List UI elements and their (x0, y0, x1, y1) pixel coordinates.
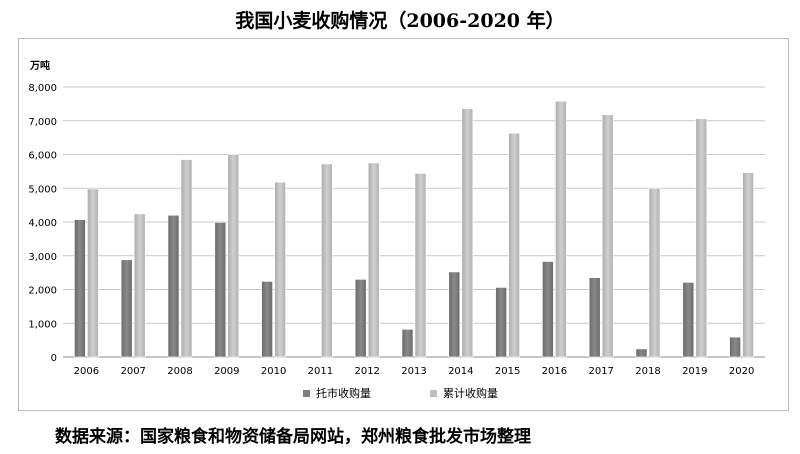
x-tick-label: 2013 (401, 366, 426, 377)
x-tick-label: 2008 (167, 366, 192, 377)
bar-leiji-2012 (367, 162, 380, 358)
bar-tuoshi-2017 (588, 277, 601, 358)
y-tick-label: 2,000 (28, 286, 57, 297)
bar-tuoshi-2013 (401, 329, 414, 358)
bar-leiji-2008 (180, 159, 193, 358)
bar-leiji-2017 (601, 114, 614, 358)
bar-tuoshi-2006 (74, 219, 86, 358)
x-tick-label: 2016 (542, 366, 567, 377)
y-tick-label: 3,000 (28, 252, 57, 263)
bar-tuoshi-2016 (542, 261, 554, 358)
y-tick-label: 7,000 (28, 117, 57, 128)
bar-tuoshi-2010 (261, 281, 273, 358)
bar-leiji-2007 (133, 213, 146, 358)
legend-swatch (430, 390, 437, 397)
legend-label: 累计收购量 (443, 386, 498, 400)
x-tick-label: 2018 (635, 366, 660, 377)
bar-leiji-2015 (508, 132, 520, 358)
y-tick-label: 5,000 (28, 184, 57, 195)
bar-tuoshi-2020 (729, 336, 741, 358)
x-tick-label: 2019 (682, 366, 707, 377)
y-axis-unit-label: 万吨 (29, 59, 50, 72)
bar-tuoshi-2019 (682, 282, 695, 358)
bar-leiji-2006 (87, 188, 99, 358)
x-tick-label: 2010 (261, 366, 286, 377)
x-tick-label: 2017 (588, 366, 613, 377)
x-tick-label: 2020 (729, 366, 754, 377)
y-tick-label: 8,000 (28, 83, 57, 94)
bar-tuoshi-2009 (214, 222, 227, 358)
y-tick-label: 6,000 (28, 151, 57, 162)
bar-tuoshi-2018 (635, 348, 648, 358)
bar-tuoshi-2008 (167, 214, 180, 358)
bar-leiji-2009 (227, 154, 240, 358)
bar-tuoshi-2012 (354, 279, 367, 358)
source-note: 数据来源：国家粮食和物资储备局网站，郑州粮食批发市场整理 (55, 427, 531, 447)
bar-tuoshi-2014 (448, 271, 461, 358)
bar-leiji-2019 (695, 118, 708, 358)
x-tick-label: 2011 (308, 366, 333, 377)
bar-leiji-2010 (274, 181, 286, 358)
legend-label: 托市收购量 (316, 386, 371, 400)
bar-leiji-2018 (648, 187, 661, 358)
y-tick-label: 4,000 (28, 218, 57, 229)
y-tick-label: 0 (51, 353, 57, 364)
bar-leiji-2020 (742, 172, 754, 358)
y-tick-label: 1,000 (28, 319, 57, 330)
chart-title: 我国小麦收购情况（2006-2020 年） (235, 10, 565, 32)
bar-leiji-2011 (321, 163, 333, 358)
x-tick-label: 2007 (120, 366, 145, 377)
bar-leiji-2013 (414, 173, 427, 358)
bar-tuoshi-2015 (495, 287, 507, 358)
x-tick-label: 2012 (354, 366, 379, 377)
chart-frame (18, 38, 789, 411)
x-tick-label: 2015 (495, 366, 520, 377)
x-tick-label: 2009 (214, 366, 239, 377)
x-tick-label: 2006 (74, 366, 99, 377)
bar-leiji-2014 (461, 108, 474, 358)
bar-tuoshi-2007 (120, 259, 133, 358)
bar-leiji-2016 (555, 100, 567, 358)
legend-swatch (303, 390, 310, 397)
x-tick-label: 2014 (448, 366, 473, 377)
